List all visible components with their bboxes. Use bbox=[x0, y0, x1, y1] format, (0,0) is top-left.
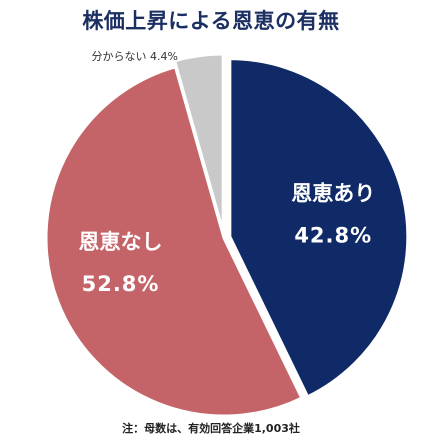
pie-labels: 恩恵あり 42.8% 恩恵なし 52.8% 分からない 4.4% bbox=[79, 50, 376, 296]
pie-slice bbox=[228, 57, 410, 399]
slice-value-label: 42.8% bbox=[294, 224, 372, 248]
slice-value-label: 52.8% bbox=[82, 272, 160, 296]
pie-slice bbox=[44, 64, 304, 418]
chart-title: 株価上昇による恩恵の有無 bbox=[82, 9, 340, 33]
pie-slice bbox=[172, 52, 225, 233]
chart-footnote: 注：母数は、有効回答企業1,003社 bbox=[122, 422, 300, 435]
slice-label: 恩恵なし bbox=[79, 230, 163, 254]
slice-outside-label: 分からない 4.4% bbox=[92, 50, 178, 63]
slice-label: 恩恵あり bbox=[291, 182, 375, 206]
pie-slices bbox=[44, 52, 410, 418]
